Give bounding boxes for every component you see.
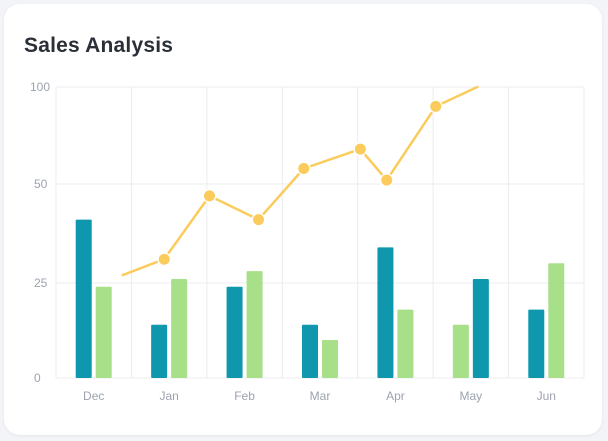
- line-point: [158, 253, 170, 265]
- y-tick-label: 0: [34, 371, 41, 385]
- sales-analysis-card: Sales Analysis 0 25 50 100 Dec Jan Feb Mar Apr Ma…: [4, 4, 602, 435]
- x-tick-label: May: [460, 389, 483, 403]
- line-series: [121, 85, 479, 277]
- sales-chart: 0 25 50 100 Dec Jan Feb Mar Apr May Jun: [30, 80, 585, 403]
- bar: [528, 309, 545, 378]
- line-point: [253, 214, 265, 226]
- line-point: [381, 174, 393, 186]
- line-point: [203, 190, 215, 202]
- y-tick-label: 50: [34, 177, 48, 191]
- x-tick-label: Jan: [159, 389, 178, 403]
- x-tick-label: Apr: [386, 389, 405, 403]
- line-point: [354, 143, 366, 155]
- bar: [226, 286, 243, 378]
- bar: [95, 286, 112, 378]
- x-tick-label: Jun: [537, 389, 556, 403]
- bar: [171, 279, 188, 378]
- bar: [75, 219, 92, 378]
- bar: [322, 340, 338, 378]
- bar: [151, 324, 168, 378]
- line-point: [298, 162, 310, 174]
- bar: [397, 309, 414, 378]
- x-tick-label: Dec: [83, 389, 104, 403]
- bar: [452, 324, 469, 378]
- bar: [548, 263, 565, 378]
- bar: [302, 324, 318, 378]
- x-tick-label: Feb: [234, 389, 255, 403]
- x-tick-label: Mar: [310, 389, 331, 403]
- chart-title: Sales Analysis: [24, 34, 174, 57]
- bar: [246, 271, 263, 378]
- y-tick-label: 25: [34, 276, 48, 290]
- bar: [472, 279, 489, 378]
- bar: [377, 247, 394, 378]
- y-tick-label: 100: [30, 80, 50, 94]
- line-point: [430, 100, 442, 112]
